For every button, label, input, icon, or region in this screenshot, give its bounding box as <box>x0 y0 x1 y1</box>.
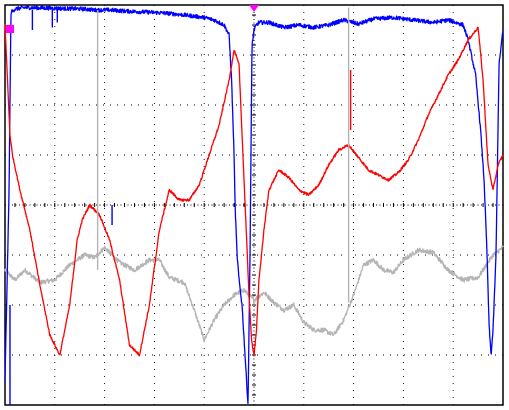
waveform-trace <box>4 245 504 343</box>
trigger-marker-left <box>6 25 14 33</box>
plot-spikes <box>9 7 352 405</box>
plot-grid <box>4 4 504 406</box>
plot-markers <box>6 5 259 33</box>
plot-traces <box>4 5 504 405</box>
waveform-trace <box>4 5 504 405</box>
waveform-trace <box>4 24 504 357</box>
trigger-marker-top <box>249 5 259 12</box>
